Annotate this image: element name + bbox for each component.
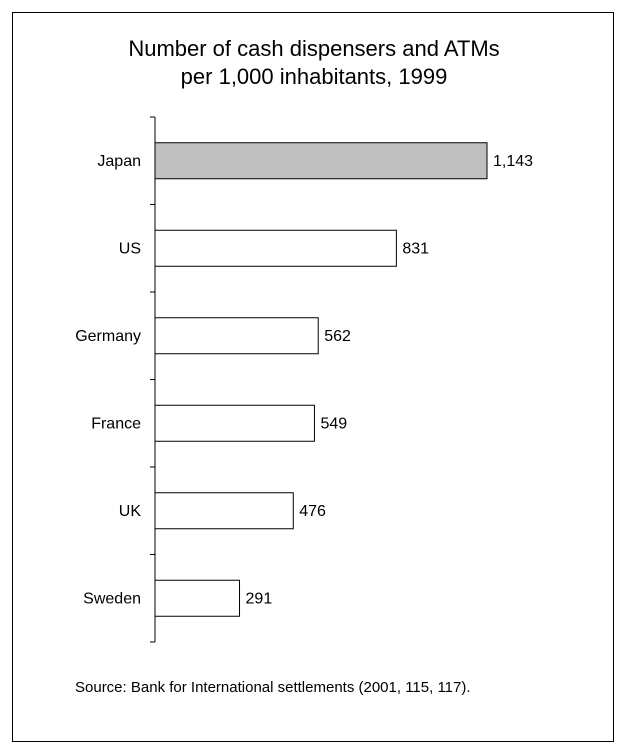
- bar-japan: [154, 142, 488, 180]
- category-label: Japan: [97, 153, 141, 170]
- category-label: Germany: [75, 328, 141, 345]
- category-label: Sweden: [83, 590, 141, 607]
- value-label: 476: [299, 503, 326, 520]
- category-label: US: [119, 240, 141, 257]
- value-label: 549: [320, 415, 347, 432]
- value-label: 1,143: [493, 153, 533, 170]
- source-note: Source: Bank for International settlemen…: [75, 677, 587, 698]
- value-label: 562: [324, 328, 351, 345]
- bar-sweden: [154, 579, 241, 617]
- value-label: 291: [246, 590, 273, 607]
- bar-uk: [154, 492, 294, 530]
- bar-us: [154, 229, 397, 267]
- category-label: UK: [119, 503, 142, 520]
- value-label: 831: [402, 240, 429, 257]
- plot-area: Japan 1,143 US 831 Germany 562 France 549 UK 476 S…: [75, 116, 533, 643]
- category-label: France: [91, 415, 141, 432]
- source-label: Source:: [75, 679, 127, 696]
- source-text: Bank for International settlements (2001…: [130, 679, 471, 696]
- bar-france: [154, 404, 315, 442]
- chart-frame: Number of cash dispensers and ATMs per 1…: [12, 12, 614, 742]
- chart-title: Number of cash dispensers and ATMs per 1…: [13, 35, 615, 91]
- chart-title-line-2: per 1,000 inhabitants, 1999: [180, 64, 448, 89]
- bar-germany: [154, 317, 319, 355]
- chart-title-line-1: Number of cash dispensers and ATMs: [128, 36, 500, 61]
